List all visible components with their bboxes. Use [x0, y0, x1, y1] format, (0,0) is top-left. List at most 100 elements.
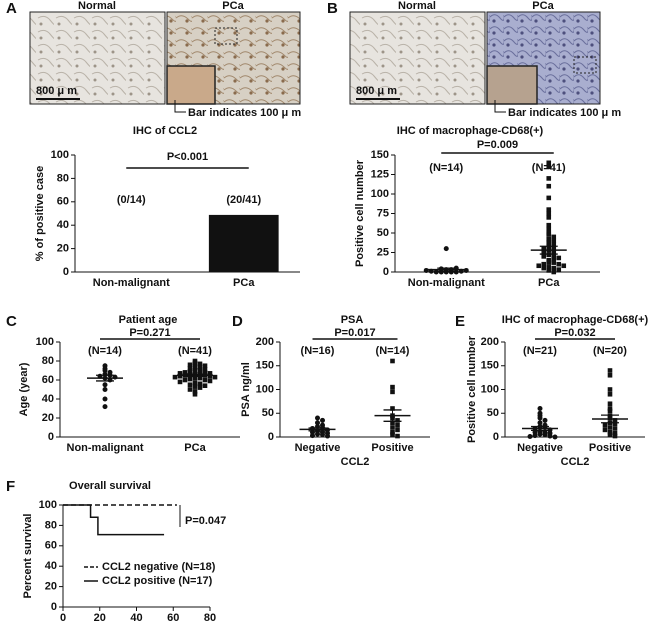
data-point [546, 268, 552, 273]
p-value: P=0.017 [334, 327, 375, 339]
data-point [187, 382, 193, 388]
data-point [187, 362, 193, 368]
data-point [607, 432, 613, 437]
data-point [602, 427, 608, 433]
group-label: (N=14) [429, 162, 463, 174]
x-tick-label: Negative [517, 442, 563, 454]
panel-letter: A [6, 0, 17, 17]
data-point [390, 406, 395, 411]
y-tick-label: 20 [45, 581, 57, 593]
bar [208, 214, 279, 272]
survival-line [63, 504, 165, 536]
group-label: (0/14) [117, 194, 146, 206]
data-point [612, 421, 618, 426]
data-point [320, 432, 325, 438]
y-tick-label: 0 [63, 266, 69, 278]
y-axis-label: % of positive case [34, 166, 46, 261]
chart-title: PSA [341, 314, 364, 326]
x-axis-label: CCL2 [341, 456, 370, 468]
data-point [551, 269, 557, 275]
legend-label: CCL2 negative (N=18) [102, 561, 216, 573]
y-axis-label: Percent survival [22, 514, 34, 599]
data-point [172, 374, 178, 380]
panel-letter: D [232, 313, 243, 330]
y-tick-label: 150 [481, 360, 499, 372]
y-tick-label: 125 [371, 168, 389, 180]
data-point [315, 415, 320, 421]
data-point [197, 368, 203, 373]
data-point [546, 240, 552, 245]
data-point [607, 425, 613, 430]
data-point [537, 406, 543, 411]
data-point [390, 429, 395, 435]
group-label: (N=16) [301, 345, 335, 357]
data-point [207, 373, 213, 379]
data-point [546, 160, 552, 166]
data-point [197, 365, 203, 370]
data-point [207, 371, 213, 376]
data-point [102, 368, 108, 373]
legend-label: CCL2 positive (N=17) [102, 575, 213, 587]
chart-title: IHC of macrophage-CD68(+) [502, 314, 649, 326]
data-point [443, 246, 449, 252]
data-point [395, 427, 400, 433]
data-point [546, 195, 552, 201]
image-label: PCa [532, 0, 554, 12]
group-label: (N=14) [376, 345, 410, 357]
data-point [607, 372, 613, 378]
data-point [551, 260, 557, 265]
data-point [546, 232, 552, 237]
x-tick-label: 80 [204, 612, 216, 624]
data-point [546, 260, 552, 265]
data-point [547, 433, 553, 439]
data-point [612, 433, 618, 439]
inset-note: Bar indicates 100 μ m [188, 107, 301, 119]
x-tick-label: Positive [371, 442, 413, 454]
y-tick-label: 20 [57, 243, 69, 255]
data-point [546, 265, 552, 270]
y-tick-label: 50 [487, 407, 499, 419]
y-tick-label: 100 [51, 149, 69, 161]
data-point [546, 183, 552, 189]
p-value: P=0.047 [185, 515, 226, 527]
y-tick-label: 40 [45, 560, 57, 572]
data-point [612, 430, 618, 436]
chart-title: IHC of macrophage-CD68(+) [397, 125, 544, 137]
data-point [395, 433, 400, 439]
y-axis-label: Age (year) [18, 362, 30, 416]
data-point [423, 267, 429, 273]
data-point [551, 254, 557, 259]
y-tick-label: 100 [36, 336, 54, 348]
data-point [187, 366, 193, 371]
x-tick-label: PCa [538, 277, 560, 289]
data-point [207, 378, 213, 384]
data-point [542, 432, 548, 438]
data-point [192, 364, 198, 369]
scale-label: 800 μ m [36, 85, 77, 97]
data-point [325, 433, 330, 439]
data-point [612, 426, 618, 431]
data-point [541, 250, 547, 255]
pointer [494, 100, 506, 113]
p-value: P=0.032 [554, 327, 595, 339]
scale-label: 800 μ m [356, 85, 397, 97]
data-point [390, 384, 395, 390]
data-point [551, 246, 557, 251]
data-point [537, 420, 543, 426]
y-tick-label: 50 [262, 407, 274, 419]
data-point [542, 417, 548, 423]
data-point [202, 383, 208, 388]
y-tick-label: 60 [57, 196, 69, 208]
data-point [607, 406, 613, 411]
data-point [551, 258, 557, 263]
y-tick-label: 0 [48, 431, 54, 443]
x-tick-label: 20 [94, 612, 106, 624]
data-point [192, 380, 198, 386]
data-point [192, 360, 198, 366]
data-point [536, 263, 542, 269]
p-value: P=0.009 [477, 139, 518, 151]
y-tick-label: 40 [42, 393, 54, 405]
data-point [546, 222, 552, 228]
data-point [607, 391, 613, 397]
